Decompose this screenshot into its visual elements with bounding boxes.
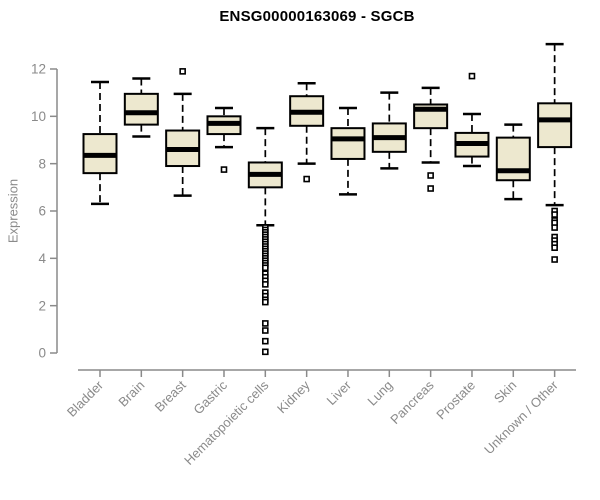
outlier-point (262, 298, 269, 306)
x-tick-label: Liver (324, 377, 355, 408)
outlier-point (262, 320, 269, 327)
y-tick-label: 8 (38, 156, 46, 171)
outlier-point (551, 256, 558, 263)
y-tick-label: 0 (38, 346, 46, 361)
x-tick-label: Bladder (64, 377, 107, 420)
outlier-point (551, 224, 558, 231)
x-tick-label: Prostate (433, 378, 478, 423)
outlier-point (551, 211, 558, 218)
x-tick-label: Skin (491, 378, 519, 406)
outlier-point (427, 185, 434, 192)
y-tick-label: 12 (31, 62, 46, 77)
x-tick-label: Lung (364, 378, 395, 409)
outlier-point (262, 281, 269, 288)
outlier-point (179, 68, 186, 75)
outlier-point (427, 172, 434, 179)
outlier-point (551, 244, 558, 251)
box (495, 136, 531, 182)
outlier-point (262, 327, 269, 334)
outlier-point (303, 175, 310, 183)
box (123, 92, 159, 126)
x-tick-label: Brain (115, 378, 147, 410)
box (537, 102, 573, 149)
outlier-point (262, 264, 269, 272)
box (330, 127, 366, 160)
chart-title: ENSG00000163069 - SGCB (219, 8, 415, 25)
y-tick-label: 2 (38, 298, 46, 313)
y-tick-label: 6 (38, 204, 46, 219)
outlier-point (262, 348, 269, 356)
x-tick-label: Kidney (274, 377, 313, 416)
x-tick-label: Gastric (190, 377, 230, 417)
x-tick-label: Pancreas (387, 377, 437, 427)
x-tick-label: Unknown / Other (481, 377, 561, 457)
y-tick-label: 10 (31, 109, 46, 124)
outlier-point (262, 337, 269, 345)
y-tick-label: 4 (38, 251, 46, 266)
outlier-point (220, 166, 228, 173)
x-tick-label: Breast (152, 377, 189, 414)
outlier-point (468, 72, 476, 80)
